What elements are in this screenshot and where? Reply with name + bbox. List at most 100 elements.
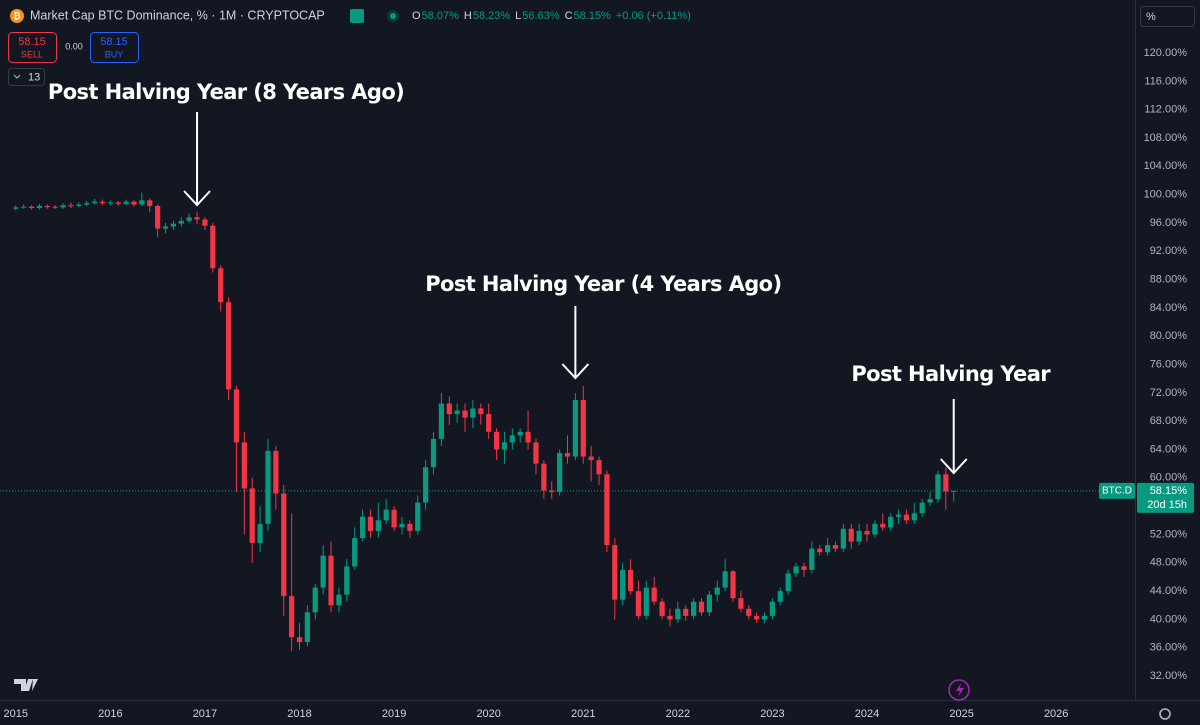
candle-body	[336, 594, 342, 606]
chart-title: Market Cap BTC Dominance, % · 1M · CRYPT…	[30, 8, 325, 22]
candle-body	[754, 615, 760, 620]
candle-body	[202, 219, 208, 226]
candle-body	[312, 587, 318, 613]
annotation-text: Post Halving Year (4 Years Ago)	[425, 272, 781, 296]
events-icon[interactable]	[948, 679, 970, 701]
candle-body	[131, 201, 137, 205]
symbol-icon-glyph: ₿	[13, 11, 20, 21]
buy-button[interactable]	[90, 32, 139, 63]
candle-body	[76, 204, 82, 206]
symbol-icon	[10, 9, 24, 23]
candle-body	[872, 523, 878, 535]
candle-body	[738, 598, 744, 609]
y-tick-label: 120.00%	[1144, 47, 1188, 59]
candle-body	[391, 509, 397, 528]
candle-body	[68, 205, 74, 207]
symbol-label: BTC.D	[1102, 486, 1132, 497]
candle-body	[620, 569, 626, 600]
x-tick-label: 2023	[760, 708, 784, 720]
candle-body	[257, 523, 263, 543]
candle-body	[178, 220, 184, 224]
candle-body	[903, 514, 910, 521]
ohlc-value: 58.07%	[422, 10, 460, 22]
y-tick-label: 92.00%	[1150, 245, 1188, 257]
candle-body	[572, 399, 578, 457]
candle-body	[927, 499, 933, 503]
ohlc-value: 58.15%	[574, 10, 612, 22]
countdown-label: 20d 15h	[1147, 499, 1187, 511]
indicators-toggle[interactable]	[8, 68, 45, 86]
candle-body	[470, 408, 476, 418]
candle-body	[588, 456, 594, 461]
candle-body	[557, 453, 563, 492]
x-tick-label: 2024	[855, 708, 879, 720]
status-icon[interactable]	[350, 9, 364, 23]
x-tick-label: 2020	[476, 708, 500, 720]
candle-body	[793, 566, 799, 574]
candle-body	[36, 205, 43, 209]
sell-button[interactable]	[8, 32, 57, 63]
candle-body	[596, 460, 602, 475]
candle-body	[541, 463, 547, 491]
candle-body	[375, 520, 381, 531]
candle-body	[52, 206, 58, 208]
annotation-arrowhead	[939, 458, 968, 475]
candle-body	[651, 587, 657, 602]
y-tick-label: 116.00%	[1144, 75, 1187, 87]
candle-body	[627, 569, 634, 592]
candle-body	[115, 202, 121, 204]
candle-body	[888, 516, 894, 528]
candle-body	[777, 591, 783, 602]
candle-body	[864, 530, 870, 535]
y-tick-label: 76.00%	[1150, 358, 1188, 370]
candle-body	[769, 601, 776, 616]
x-tick-label: 2016	[98, 708, 122, 720]
x-tick-label: 2015	[4, 708, 28, 720]
ohlc-prefix: C	[565, 10, 573, 22]
y-tick-label: 88.00%	[1150, 273, 1188, 285]
candle-body	[951, 490, 957, 492]
candle-body	[509, 435, 515, 443]
y-tick-label: 32.00%	[1150, 670, 1188, 682]
candle-body	[359, 516, 366, 539]
unit-button[interactable]	[1140, 6, 1195, 27]
price-label: 58.15%	[1150, 485, 1188, 497]
candle-body	[438, 403, 444, 439]
candle-body	[399, 523, 405, 528]
chevron-icon	[13, 74, 21, 79]
candle-body	[423, 467, 429, 503]
candle-body	[352, 538, 358, 567]
candle-body	[344, 566, 350, 595]
y-tick-label: 64.00%	[1150, 443, 1188, 455]
candle-body	[430, 438, 437, 468]
candle-body	[320, 555, 326, 588]
candle-body	[840, 528, 846, 549]
candle-body	[273, 450, 279, 494]
candle-body	[383, 509, 389, 521]
candle-body	[825, 545, 831, 553]
x-tick-label: 2025	[949, 708, 973, 720]
ohlc-value: 56.63%	[522, 10, 560, 22]
candle-body	[84, 203, 90, 205]
candle-body	[186, 217, 192, 221]
settings-icon[interactable]	[1159, 708, 1171, 720]
candle-body	[225, 302, 232, 390]
ohlc-prefix: H	[464, 10, 472, 22]
tradingview-logo[interactable]	[14, 679, 38, 691]
sell-price: 58.15	[18, 36, 46, 48]
candle-body	[525, 431, 531, 443]
candle-body	[675, 608, 681, 620]
candle-body	[501, 442, 508, 450]
y-tick-label: 36.00%	[1150, 642, 1188, 654]
y-tick-label: 96.00%	[1150, 217, 1188, 229]
y-tick-label: 52.00%	[1150, 528, 1188, 540]
y-tick-label: 44.00%	[1150, 585, 1188, 597]
candle-body	[698, 601, 705, 613]
sell-label: SELL	[21, 49, 43, 59]
candle-body	[281, 493, 287, 597]
candle-body	[28, 206, 35, 209]
candle-body	[99, 201, 106, 204]
y-tick-label: 108.00%	[1144, 132, 1188, 144]
candle-body	[817, 548, 823, 553]
